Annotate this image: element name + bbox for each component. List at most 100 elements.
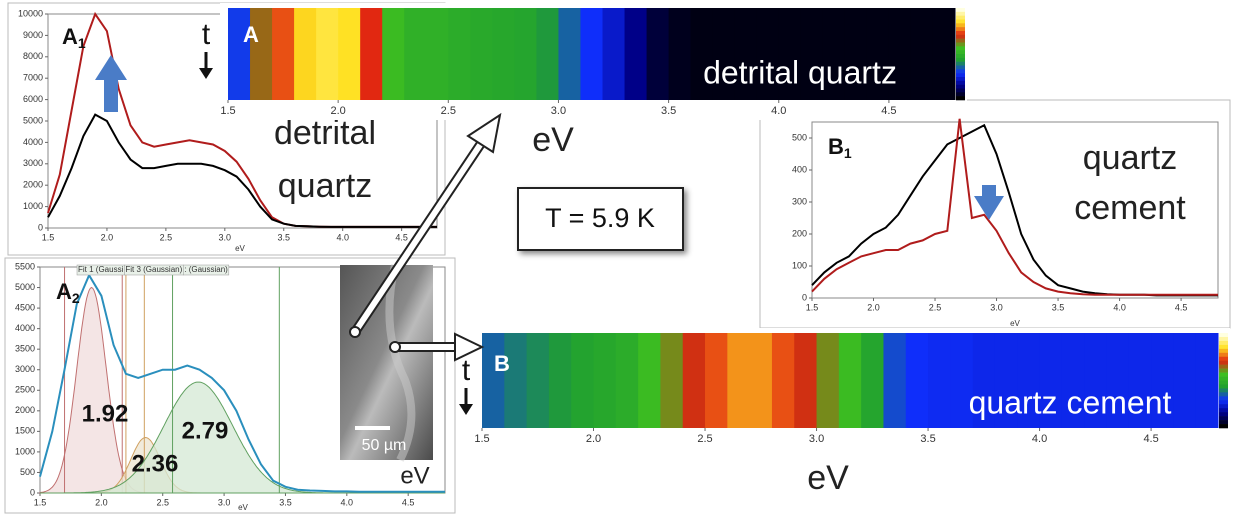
micrograph-x-label: eV xyxy=(400,462,429,489)
colorbar-cell xyxy=(956,23,965,28)
heatmap-cell xyxy=(910,8,934,100)
heatmap-cell xyxy=(816,333,840,428)
series-line xyxy=(39,273,445,493)
time-arrow-head xyxy=(459,404,473,415)
heatmap-cell xyxy=(1061,333,1085,428)
panel-label: A1 xyxy=(62,24,86,51)
heatmap-cell xyxy=(794,333,818,428)
heatmap-cell xyxy=(536,8,559,100)
panel-label: A2 xyxy=(56,279,80,306)
fit-legend-label: Fit 1 (Gaussi xyxy=(78,265,124,274)
colorbar-cell xyxy=(956,34,965,39)
heatmap-cell xyxy=(994,333,1018,428)
x-tick-label: 4.0 xyxy=(341,497,354,507)
colorbar-cell xyxy=(1219,356,1228,362)
heatmap-cell xyxy=(558,8,581,100)
heatmap-cell xyxy=(228,8,251,100)
heatmap-cell xyxy=(660,333,684,428)
colorbar-cell xyxy=(1219,388,1228,393)
colorbar-cell xyxy=(956,69,965,74)
colorbar-cell xyxy=(956,73,965,78)
colorbar-cell xyxy=(956,19,965,24)
x-tick-label: 2.5 xyxy=(441,105,456,117)
heatmap-cell xyxy=(888,8,912,100)
y-tick-label: 4000 xyxy=(15,323,35,333)
colorbar-cell xyxy=(1219,400,1228,405)
colorbar-cell xyxy=(956,88,965,93)
fit-center-label: 1.92 xyxy=(82,400,129,427)
heatmap-cell xyxy=(749,333,773,428)
heatmap-cell xyxy=(482,333,505,428)
annotation: cement xyxy=(1074,189,1186,227)
heatmap-cell xyxy=(972,333,996,428)
x-tick-label: 2.5 xyxy=(156,497,169,507)
colorbar-cell xyxy=(1219,384,1228,389)
heatmap-cell xyxy=(1195,333,1219,428)
heatmap-cell xyxy=(1084,333,1107,428)
panel-label-sub: 2 xyxy=(72,290,80,306)
x-tick-label: 1.5 xyxy=(806,302,819,312)
y-tick-label: 0 xyxy=(38,222,43,232)
x-tick-label: 4.0 xyxy=(336,232,349,242)
heatmap-cell xyxy=(712,8,736,100)
x-tick-label: 2.0 xyxy=(331,105,346,117)
colorbar-cell xyxy=(956,80,965,85)
heatmap-cell xyxy=(778,8,802,100)
heatmap-cell xyxy=(382,8,405,100)
heatmap-cell xyxy=(866,8,890,100)
y-tick-label: 2500 xyxy=(15,385,35,395)
heatmap-cell xyxy=(1106,333,1130,428)
heatmap-cell xyxy=(1128,333,1152,428)
colorbar-cell xyxy=(1219,396,1228,401)
annotation: detrital xyxy=(274,114,376,152)
y-tick-label: 400 xyxy=(792,164,807,174)
heatmap-cell xyxy=(615,333,639,428)
series-line xyxy=(47,113,437,228)
colorbar-cell xyxy=(956,11,965,16)
colorbar-cell xyxy=(1219,420,1228,425)
heatmap-cell xyxy=(316,8,339,100)
panel-label-letter: A xyxy=(62,24,78,49)
x-tick-label: 4.5 xyxy=(1175,302,1188,312)
x-tick-label: 3.5 xyxy=(1052,302,1065,312)
colorbar-cell xyxy=(1219,424,1228,429)
heatmap-cell xyxy=(492,8,515,100)
y-tick-label: 3500 xyxy=(15,344,35,354)
x-tick-label: 3.0 xyxy=(990,302,1003,312)
x-tick-label: 3.0 xyxy=(551,105,566,117)
heatmap-cell xyxy=(593,333,617,428)
y-tick-label: 9000 xyxy=(23,30,43,40)
y-tick-label: 2000 xyxy=(23,180,43,190)
x-tick-label: 1.5 xyxy=(474,433,489,445)
heatmap-cell xyxy=(470,8,493,100)
heatmap-cell xyxy=(734,8,758,100)
y-tick-label: 10000 xyxy=(18,8,43,18)
y-tick-label: 4500 xyxy=(15,302,35,312)
x-tick-label: 3.5 xyxy=(279,497,292,507)
x-tick-label: 2.0 xyxy=(101,232,114,242)
fit-legend-label: Fit 3 (Gaussian) xyxy=(125,265,182,274)
heatmap-cell xyxy=(727,333,751,428)
time-arrow-head xyxy=(199,68,213,79)
colorbar-cell xyxy=(956,15,965,20)
panel-label-letter: B xyxy=(828,134,844,159)
colorbar-cell xyxy=(1219,352,1228,358)
colorbar-cell xyxy=(1219,412,1228,417)
heatmap-cell xyxy=(705,333,728,428)
y-tick-label: 1000 xyxy=(23,201,43,211)
colorbar-cell xyxy=(956,50,965,55)
x-tick-label: 4.0 xyxy=(771,105,786,117)
fit-center-label: 2.79 xyxy=(182,417,229,444)
heatmap-cell xyxy=(905,333,929,428)
colorbar-cell xyxy=(1219,404,1228,409)
colorbar-cell xyxy=(956,27,965,32)
x-tick-label: 2.0 xyxy=(586,433,601,445)
x-tick-label: 3.0 xyxy=(809,433,824,445)
colorbar-cell xyxy=(956,77,965,82)
heatmap-cell xyxy=(638,333,661,428)
panel-label-letter: B xyxy=(494,351,510,376)
x-tick-label: 4.0 xyxy=(1113,302,1126,312)
y-tick-label: 5000 xyxy=(15,282,35,292)
panel-label: A xyxy=(243,22,259,47)
